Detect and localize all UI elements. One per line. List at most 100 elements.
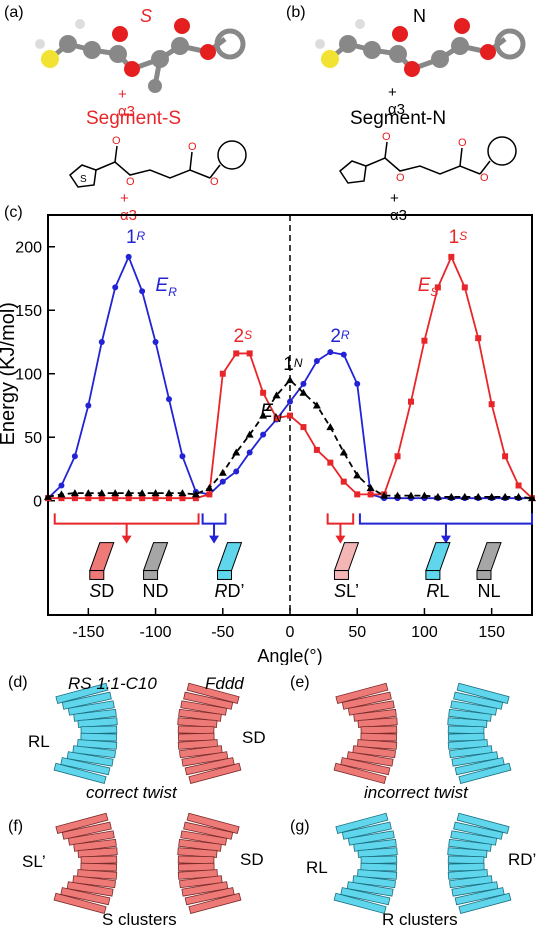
data-point-E_N [501, 492, 510, 500]
y-axis-label: Energy (KJ/mol) [0, 302, 19, 445]
data-point-E_N [514, 492, 523, 500]
range-label-NL: NL [477, 581, 500, 601]
cluster-icon-base [425, 570, 441, 580]
data-point-E_N [218, 468, 227, 476]
data-point-E_S [260, 389, 267, 396]
y-tick-label: 150 [15, 303, 42, 320]
panel-d-caption: correct twist [86, 783, 177, 802]
data-point-E_R [139, 288, 146, 295]
data-point-E_N [286, 376, 294, 384]
panel-a-config: S [140, 6, 153, 26]
panel-g-label: (g) [290, 818, 310, 835]
cluster-icon-base [217, 570, 232, 580]
data-point-E_N [407, 491, 415, 499]
data-point-E_S [408, 398, 414, 405]
stack-f-left [53, 812, 118, 914]
molecule-3d-b [315, 18, 526, 77]
data-point-E_S [448, 253, 455, 260]
data-point-E_R [260, 431, 267, 438]
data-point-E_N [245, 430, 254, 438]
data-point-E_S [367, 491, 374, 498]
data-point-E_R [152, 338, 159, 345]
annotation-1S: 1S [449, 227, 468, 248]
data-point-E_R [98, 338, 105, 345]
cluster-panels [53, 682, 512, 914]
molecule-2d-b: O O O O [339, 131, 517, 184]
data-point-E_S [71, 495, 78, 502]
panel-a-alpha: + α3 [118, 86, 136, 120]
data-point-E_R [85, 402, 92, 409]
data-point-E_R [219, 478, 226, 485]
data-point-E_S [219, 370, 226, 377]
cluster-icon [425, 542, 451, 572]
segment-s-label: Segment-S [86, 108, 182, 129]
range-arrow-head [335, 535, 346, 544]
data-point-E_N [259, 411, 268, 419]
range-arrow-head [121, 535, 132, 544]
data-point-E_N [44, 492, 52, 500]
cluster-icon-base [333, 570, 349, 580]
annotation-2S: 2S [234, 326, 253, 347]
data-point-E_N [312, 401, 321, 409]
data-point-E_S [206, 491, 213, 498]
data-point-E_N [528, 494, 536, 502]
data-point-E_S [233, 350, 240, 357]
range-arrow-head [440, 535, 451, 544]
data-point-E_S [434, 284, 441, 291]
data-point-E_S [488, 401, 495, 408]
data-point-E_N [460, 492, 469, 500]
svg-text:O: O [126, 176, 135, 188]
data-point-E_S [85, 495, 92, 502]
data-point-E_R [166, 396, 172, 403]
data-point-E_R [327, 349, 334, 356]
data-point-E_S [166, 495, 172, 502]
data-point-E_N [124, 489, 133, 497]
x-tick-label: -50 [211, 624, 234, 641]
panel-a-label: (a) [4, 4, 24, 21]
x-tick-label: -100 [140, 624, 172, 641]
data-point-E_R [112, 284, 119, 291]
panel-e-label: (e) [290, 674, 310, 691]
data-point-E_N [487, 492, 496, 500]
annotation-EN: EN [260, 401, 282, 425]
stack-d-right [177, 682, 242, 784]
panel-d-title-b: Fddd [205, 674, 244, 693]
data-point-E_N [57, 490, 66, 498]
panel-d-label: (d) [8, 674, 28, 691]
svg-text:O: O [188, 141, 197, 153]
data-point-E_N [138, 489, 147, 497]
x-tick-label: -150 [72, 624, 104, 641]
data-point-E_R [233, 468, 240, 475]
data-point-E_S [340, 478, 347, 485]
data-point-E_S [327, 459, 334, 466]
data-point-E_N [97, 489, 106, 497]
data-point-E_S [246, 350, 253, 357]
stack-f-right [177, 812, 242, 914]
data-point-E_S [179, 495, 186, 502]
cluster-icon [476, 542, 502, 572]
panel-b-config: N [413, 6, 426, 26]
data-point-E_N [393, 491, 402, 499]
data-point-E_R [179, 453, 186, 460]
x-axis-label: Angle(°) [257, 646, 322, 665]
data-point-E_S [515, 482, 522, 489]
range-label-SL’: SL’ [334, 581, 359, 601]
cluster-icon [89, 542, 115, 572]
data-point-E_R [313, 358, 320, 365]
data-point-E_S [502, 453, 509, 460]
data-point-E_N [339, 448, 348, 456]
data-point-E_S [125, 495, 132, 502]
stack-d-left [53, 682, 118, 784]
data-point-E_S [98, 495, 105, 502]
y-tick-label: 50 [24, 430, 42, 447]
cluster-icon-base [143, 570, 159, 580]
data-point-E_S [394, 453, 401, 460]
range-label-RD’: RD’ [215, 581, 245, 601]
svg-text:S: S [80, 174, 87, 185]
data-point-E_N [380, 491, 389, 499]
data-point-E_S [139, 495, 146, 502]
cluster-icon [142, 542, 169, 572]
cluster-icon [333, 542, 360, 572]
svg-text:O: O [382, 131, 391, 143]
svg-text:O: O [480, 172, 489, 184]
